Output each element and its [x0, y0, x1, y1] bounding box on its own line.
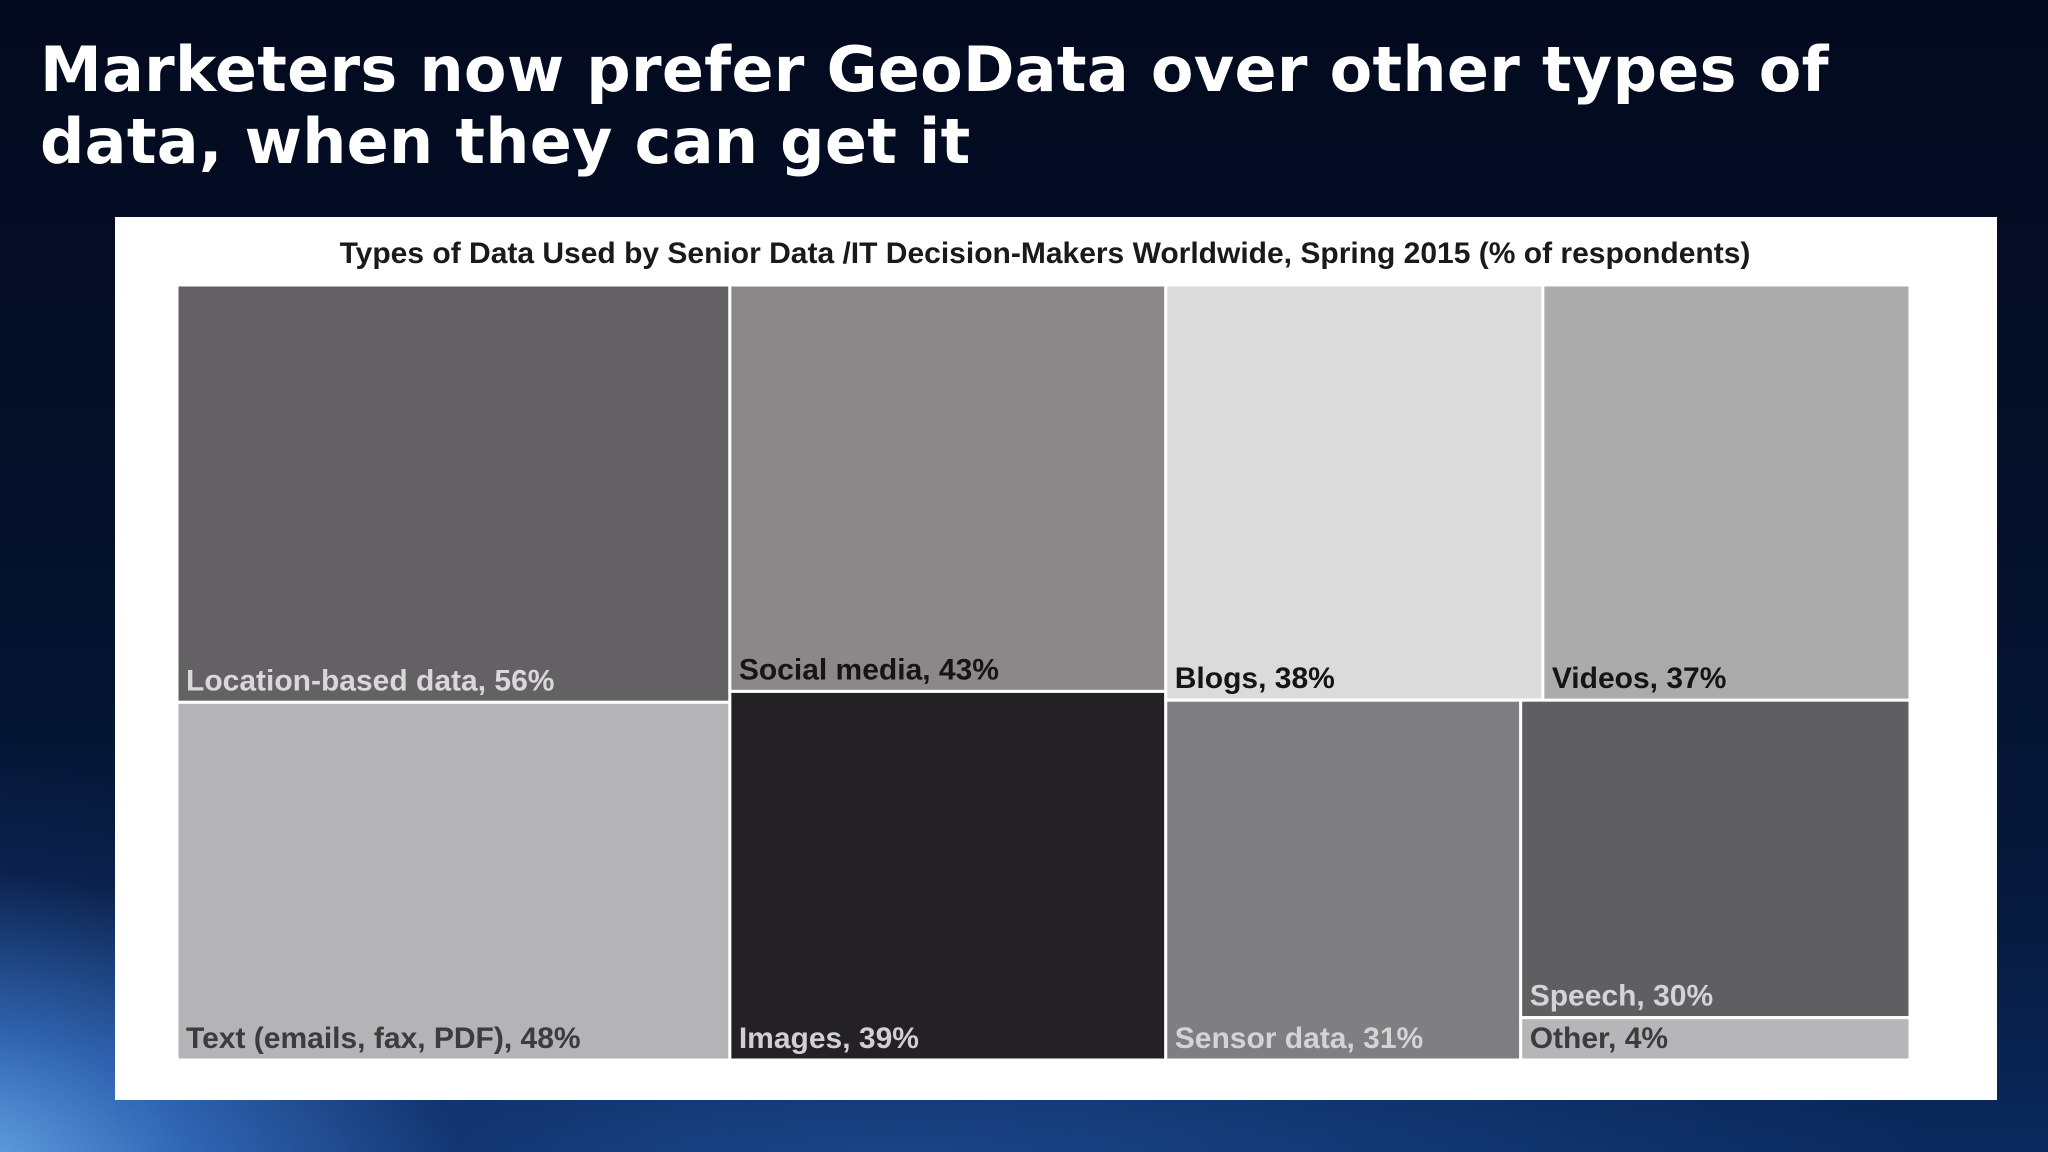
- treemap-tile-rect-blogs: [1164, 283, 1545, 702]
- treemap-tile-label-speech: Speech, 30%: [1530, 980, 1713, 1013]
- treemap-tile-speech: Speech, 30%: [1519, 698, 1912, 1020]
- treemap-tile-blogs: Blogs, 38%: [1164, 283, 1545, 702]
- treemap-tile-label-location-based-data: Location-based data, 56%: [186, 664, 554, 697]
- treemap-tile-label-social-media: Social media, 43%: [739, 653, 999, 686]
- treemap-tile-rect-text-emails: [175, 700, 732, 1062]
- treemap-tile-text-emails: Text (emails, fax, PDF), 48%: [175, 700, 732, 1062]
- treemap-tile-rect-location-based-data: [175, 283, 732, 704]
- chart-title: Types of Data Used by Senior Data /IT De…: [339, 237, 1751, 270]
- chart-panel: Types of Data Used by Senior Data /IT De…: [115, 217, 1997, 1100]
- treemap-tile-images: Images, 39%: [728, 689, 1168, 1062]
- treemap-tile-rect-social-media: [728, 283, 1168, 693]
- treemap-tile-rect-videos: [1541, 283, 1912, 702]
- treemap-tile-location-based-data: Location-based data, 56%: [175, 283, 732, 704]
- treemap-tile-social-media: Social media, 43%: [728, 283, 1168, 693]
- treemap-tile-rect-speech: [1519, 698, 1912, 1020]
- treemap-tile-videos: Videos, 37%: [1541, 283, 1912, 702]
- treemap-tile-label-images: Images, 39%: [739, 1022, 919, 1055]
- treemap-tile-label-blogs: Blogs, 38%: [1175, 662, 1335, 695]
- treemap-tile-sensor-data: Sensor data, 31%: [1164, 698, 1523, 1062]
- treemap-tile-rect-images: [728, 689, 1168, 1062]
- treemap-tile-label-videos: Videos, 37%: [1552, 662, 1727, 695]
- treemap-tile-label-sensor-data: Sensor data, 31%: [1175, 1022, 1423, 1055]
- treemap-tile-other: Other, 4%: [1519, 1016, 1912, 1062]
- treemap-tile-rect-other: [1519, 1016, 1912, 1062]
- treemap-chart: Location-based data, 56% Text (emails, fa…: [175, 283, 1912, 1062]
- treemap-tile-rect-sensor-data: [1164, 698, 1523, 1062]
- treemap-tile-label-other: Other, 4%: [1530, 1022, 1668, 1055]
- treemap-tile-label-text-emails: Text (emails, fax, PDF), 48%: [186, 1022, 581, 1055]
- slide-title: Marketers now prefer GeoData over other …: [40, 33, 1829, 178]
